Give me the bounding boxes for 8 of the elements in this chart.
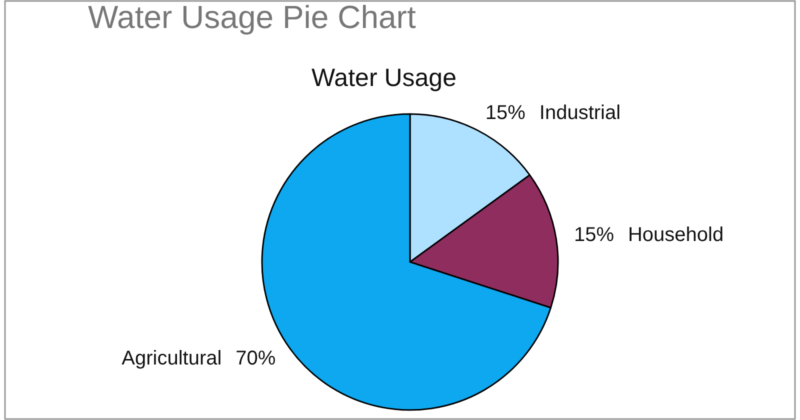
- slice-label: Agricultural: [122, 348, 222, 370]
- slice-label: Industrial: [539, 102, 621, 124]
- slice-label: Household: [628, 224, 724, 246]
- data-label: 70%: [236, 348, 276, 370]
- data-label: 15%: [574, 224, 614, 246]
- chart-title: Water Usage Pie Chart: [88, 0, 416, 35]
- chart-subtitle: Water Usage: [312, 64, 456, 92]
- data-label: 15%: [485, 102, 526, 124]
